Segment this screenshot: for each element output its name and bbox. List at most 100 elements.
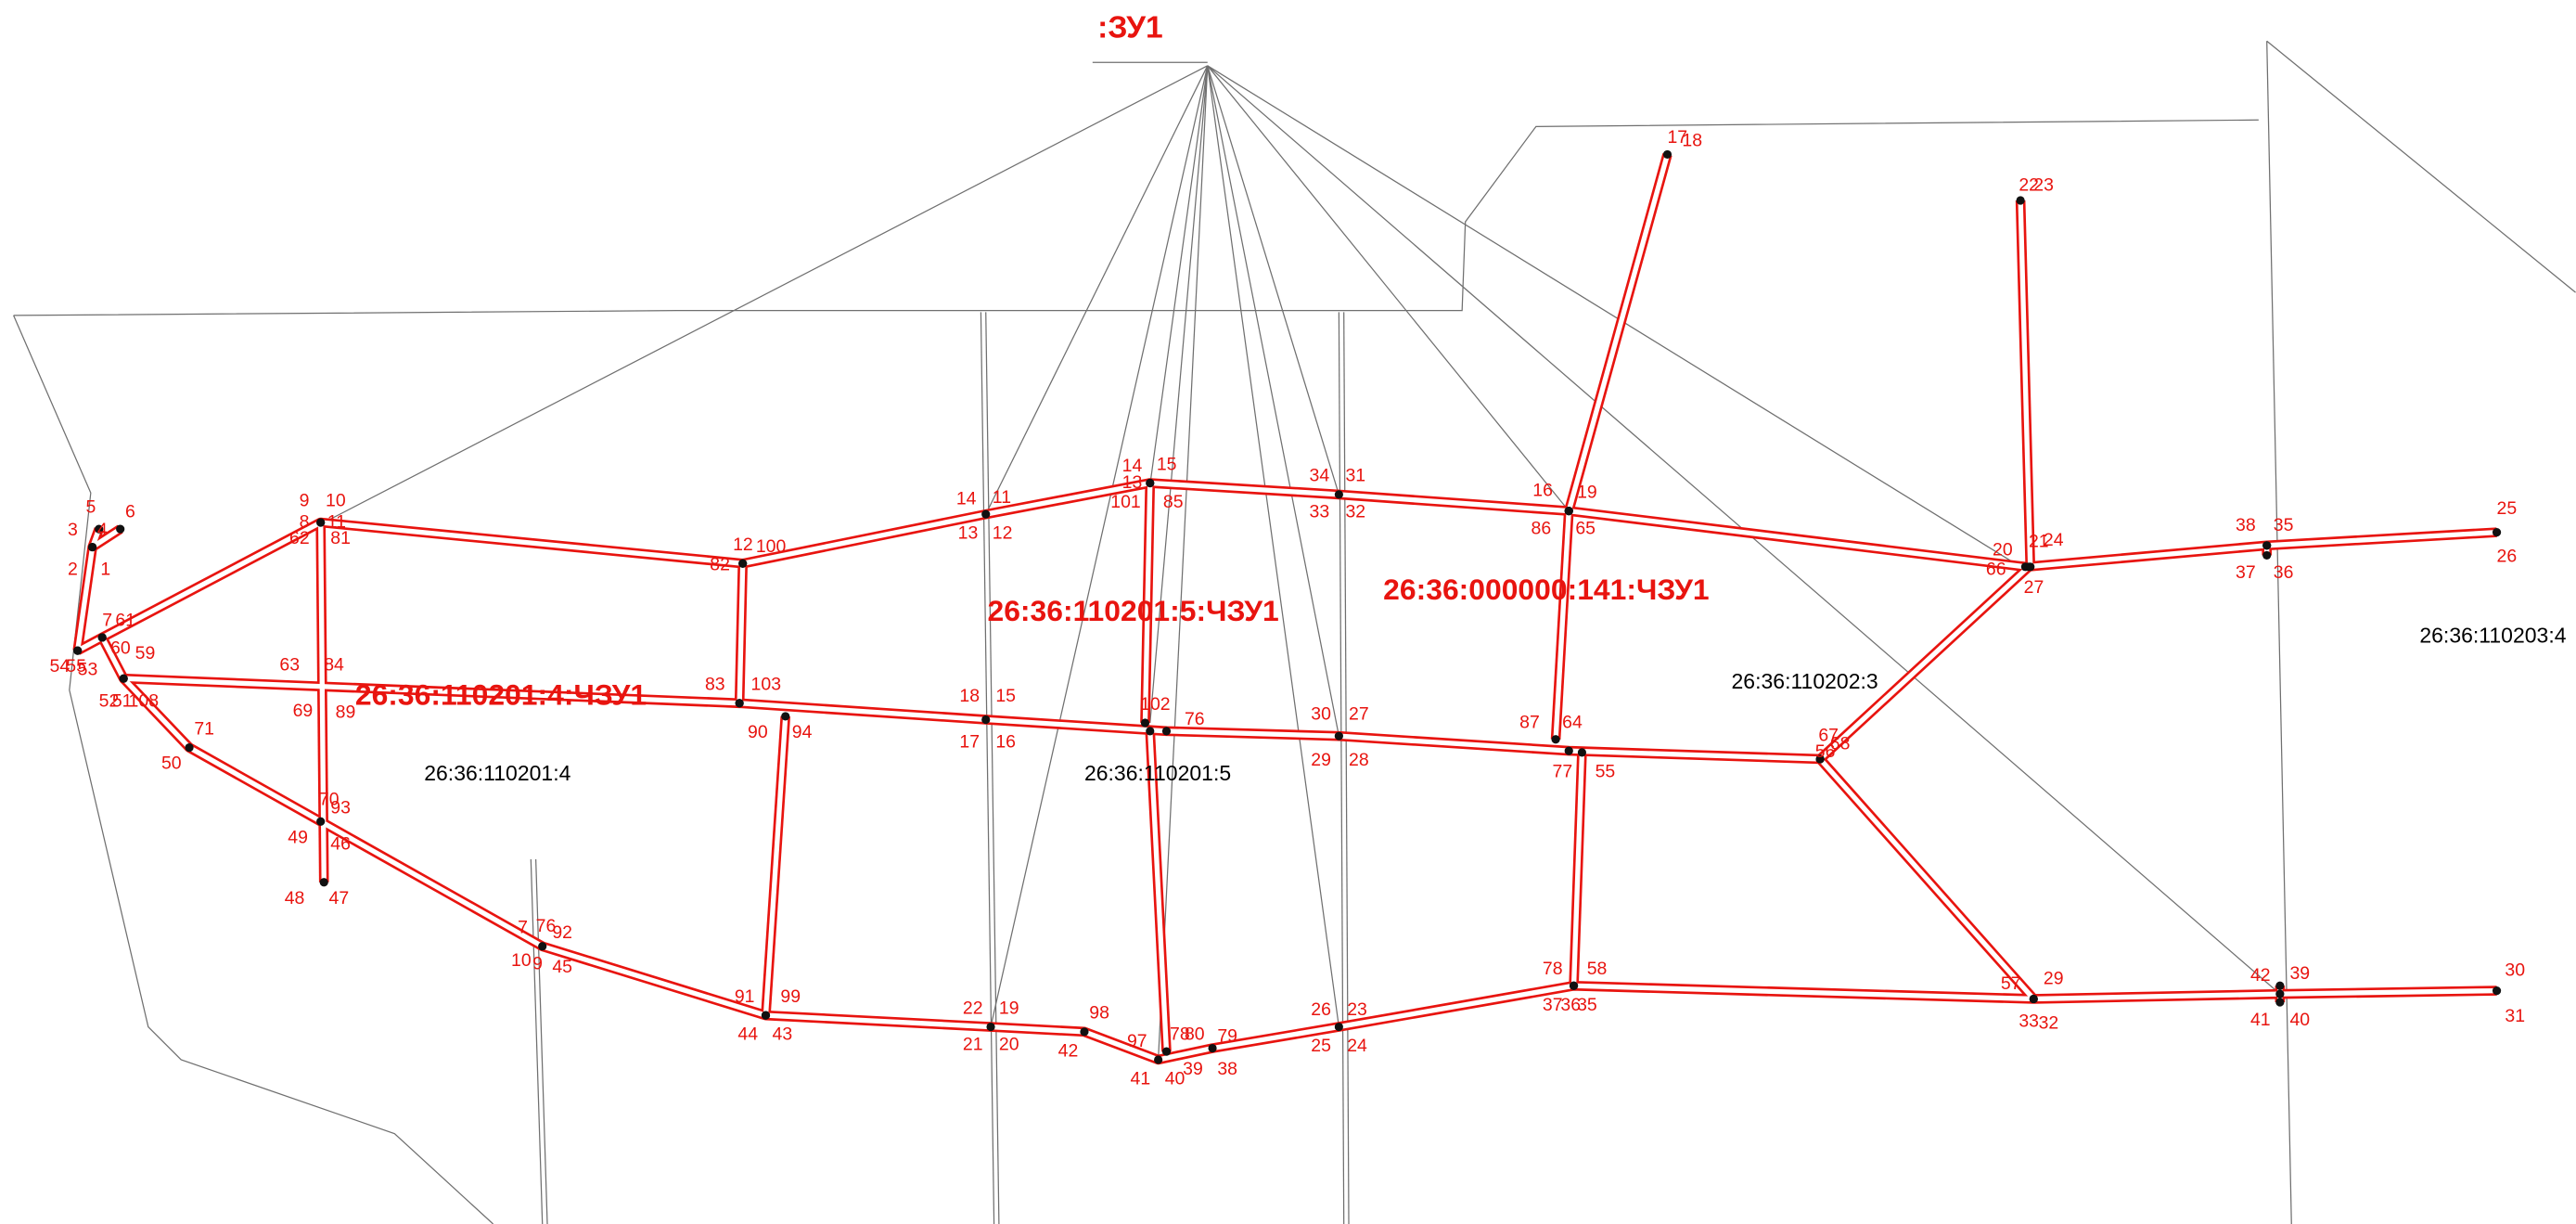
boundary: [14, 316, 493, 1224]
vertex: [1208, 1044, 1216, 1052]
boundary: [1339, 312, 1343, 1224]
point-number: 18: [1682, 131, 1702, 151]
vertex: [1565, 507, 1573, 515]
vertex: [538, 942, 546, 950]
point-number: 30: [2505, 960, 2525, 981]
point-number: 31: [1345, 466, 1365, 486]
point-number: 50: [161, 754, 182, 774]
point-number: 10: [326, 490, 346, 510]
vertex: [2275, 982, 2284, 990]
point-number: 5: [86, 496, 96, 517]
point-number: 31: [2505, 1006, 2525, 1026]
point-number: 19: [1577, 482, 1597, 502]
point-number: 76: [1185, 709, 1205, 729]
point-number: 30: [1311, 703, 1331, 724]
point-number: 84: [324, 654, 344, 675]
point-number: 57: [2001, 973, 2021, 994]
point-number: 65: [1575, 518, 1596, 538]
point-number: 33: [1310, 502, 1330, 522]
point-number: 32: [1345, 502, 1365, 522]
vertex: [316, 818, 325, 826]
point-number: 33: [2019, 1011, 2039, 1032]
point-number: 99: [780, 986, 801, 1007]
point-number: 100: [756, 536, 787, 557]
point-number: 25: [1311, 1036, 1331, 1056]
point-number: 94: [792, 722, 813, 742]
point-number: 15: [1157, 454, 1177, 474]
vertex: [1146, 727, 1154, 735]
point-number: 29: [2044, 969, 2064, 989]
vertex: [2017, 196, 2025, 204]
point-number: 79: [1217, 1025, 1237, 1046]
vertex: [73, 647, 82, 655]
point-number: 35: [2274, 515, 2294, 535]
point-number: 29: [1311, 750, 1331, 770]
vertex: [2262, 541, 2271, 549]
point-number: 17: [959, 732, 980, 753]
point-number: 18: [959, 686, 980, 706]
vertex: [1551, 735, 1559, 743]
point-number: 71: [194, 718, 214, 739]
vertex: [1663, 150, 1672, 159]
point-number: 9: [300, 490, 310, 510]
boundary: [2267, 41, 2292, 1224]
point-number: 12: [993, 523, 1013, 544]
point-number: 64: [1562, 712, 1583, 732]
point-number: 16: [995, 732, 1016, 753]
road-core: [78, 483, 2497, 651]
vertex: [120, 675, 128, 683]
cadastral-number: 26:36:110203:4: [2419, 623, 2566, 647]
vertex: [1570, 982, 1578, 990]
point-number: 38: [1217, 1059, 1237, 1079]
point-number: 20: [999, 1034, 1019, 1054]
roads: [78, 154, 2497, 1060]
point-number: 26: [1311, 999, 1331, 1020]
point-number: 48: [285, 888, 305, 908]
point-number: 43: [773, 1024, 793, 1045]
point-number: 38: [2236, 515, 2256, 535]
vertex: [986, 1023, 994, 1031]
point-number: 36: [2274, 562, 2294, 583]
point-number: 85: [1163, 492, 1184, 512]
point-number: 13: [958, 523, 979, 544]
vertex: [2262, 551, 2271, 560]
point-number: 13: [1122, 472, 1143, 493]
vertex: [1141, 718, 1149, 727]
point-number: 45: [552, 957, 572, 977]
point-number: 53: [78, 660, 98, 680]
point-number: 55: [1596, 761, 1616, 781]
road-core: [765, 716, 785, 1015]
point-number: 37: [1543, 995, 1563, 1015]
boundary: [536, 859, 547, 1224]
point-number: 83: [705, 675, 725, 695]
road-edge: [78, 483, 2497, 651]
point-number: 44: [737, 1024, 758, 1045]
vertex: [320, 878, 328, 886]
point-number: 1: [100, 560, 110, 580]
point-number: 23: [1347, 999, 1367, 1020]
vertex: [98, 633, 107, 641]
point-number: 34: [1310, 466, 1330, 486]
point-number: 37: [2236, 562, 2256, 583]
point-number: 63: [279, 654, 300, 675]
point-number: 7: [102, 611, 112, 631]
point-number: 19: [999, 998, 1019, 1018]
vertex: [1335, 732, 1343, 741]
point-number: 93: [330, 797, 351, 818]
vertex: [1162, 727, 1171, 735]
page: :ЗУ1 26:36:110201:5:ЧЗУ1 26:36:000000:14…: [0, 0, 2576, 1224]
point-number: 6: [125, 502, 135, 522]
point-number: 12: [733, 535, 753, 555]
cadastral-number: 26:36:110202:3: [1732, 669, 1878, 693]
point-number: 26: [2497, 547, 2518, 567]
point-number: 90: [748, 722, 768, 742]
point-number: 46: [330, 833, 351, 854]
point-number: 77: [1553, 761, 1573, 781]
boundary: [14, 120, 2259, 316]
point-number: 21: [963, 1034, 983, 1054]
point-number: 60: [110, 638, 131, 659]
vertex: [1335, 490, 1343, 498]
point-number: 92: [552, 922, 572, 943]
point-number: 24: [1347, 1036, 1367, 1056]
point-number: 41: [2250, 1010, 2271, 1030]
